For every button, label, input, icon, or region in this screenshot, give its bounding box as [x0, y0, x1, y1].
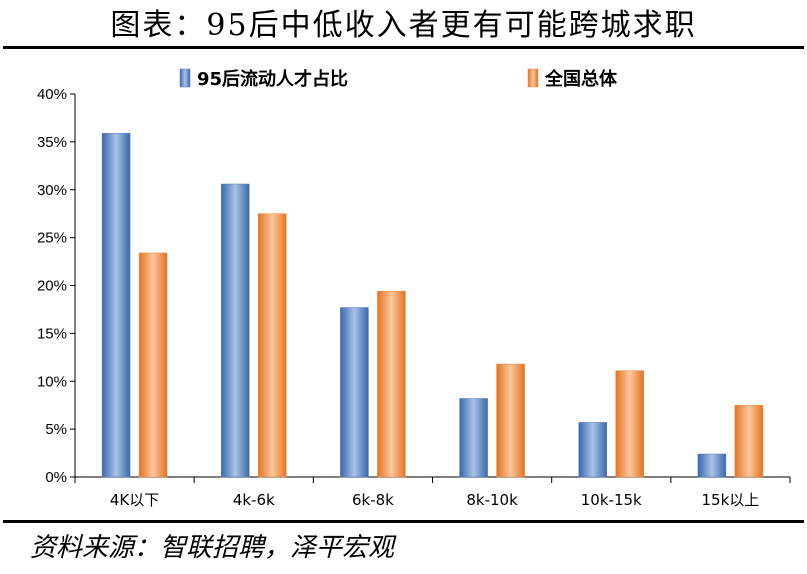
- axes: [70, 93, 791, 483]
- y-tick-label: 5%: [45, 421, 67, 438]
- bar-series-95-5: [697, 453, 727, 478]
- bar-chart: 95后流动人才占比 全国总体 0% 5% 10% 15% 20% 25% 30% 35% 40% 4…: [37, 68, 791, 509]
- y-tick-label: 35%: [37, 134, 67, 151]
- x-tick-label: 6k-8k: [352, 491, 394, 509]
- legend-swatch-1: [527, 68, 539, 88]
- legend-label-0: 95后流动人才占比: [197, 68, 348, 90]
- bars: [101, 133, 764, 478]
- x-tick-label: 10k-15k: [581, 491, 642, 509]
- legend: 95后流动人才占比 全国总体: [179, 68, 618, 90]
- bar-series-national-4: [615, 370, 644, 478]
- x-tick-label: 4k-6k: [233, 491, 275, 509]
- bar-series-95-2: [340, 307, 369, 478]
- y-tick-label: 40%: [37, 86, 67, 103]
- bar-series-95-0: [101, 133, 131, 478]
- source-note: 资料来源：智联招聘，泽平宏观: [30, 533, 395, 563]
- bar-series-95-1: [221, 183, 250, 478]
- y-tick-label: 15%: [37, 325, 67, 342]
- page-title: 图表：95后中低收入者更有可能跨城求职: [110, 8, 697, 43]
- x-tick-label: 8k-10k: [466, 491, 518, 509]
- x-tick-label: 15k以上: [702, 491, 760, 509]
- bar-series-95-4: [578, 422, 607, 478]
- legend-swatch-0: [179, 68, 191, 88]
- y-tick-label: 30%: [37, 182, 67, 199]
- bar-series-national-2: [377, 290, 406, 478]
- legend-label-1: 全国总体: [544, 68, 618, 90]
- bottom-rule: [3, 520, 804, 523]
- bar-series-national-1: [258, 213, 287, 478]
- labels: 0% 5% 10% 15% 20% 25% 30% 35% 40% 4K以下 4k-6k 6k-8k 8…: [37, 86, 759, 509]
- bar-series-national-0: [138, 252, 168, 478]
- y-tick-label: 0%: [45, 469, 67, 486]
- bar-series-national-5: [734, 404, 764, 478]
- y-tick-label: 10%: [37, 373, 67, 390]
- y-tick-label: 20%: [37, 278, 67, 295]
- bar-series-national-3: [496, 363, 525, 478]
- y-tick-label: 25%: [37, 230, 67, 247]
- top-rule: [3, 46, 804, 49]
- bar-series-95-3: [459, 398, 488, 478]
- x-tick-label: 4K以下: [110, 491, 159, 509]
